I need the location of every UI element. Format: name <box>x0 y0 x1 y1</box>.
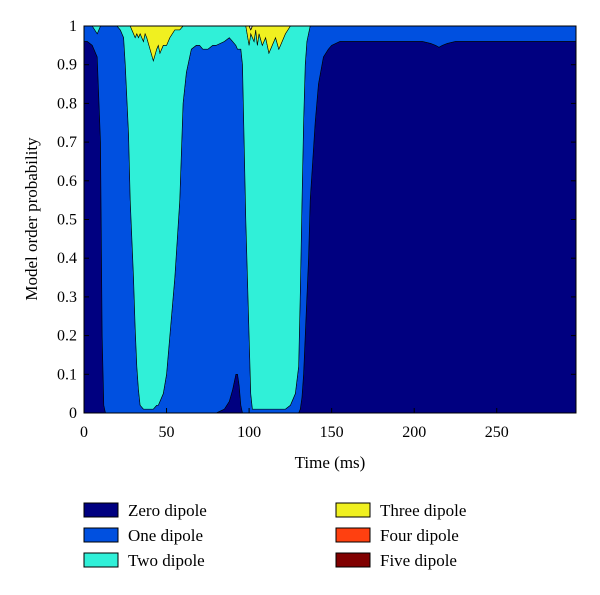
y-tick-label: 0.1 <box>57 366 77 383</box>
y-tick-label: 0.9 <box>57 57 77 74</box>
y-tick-label: 0.8 <box>57 95 77 112</box>
x-tick-label: 250 <box>485 424 509 441</box>
x-tick-label: 50 <box>159 424 175 441</box>
y-tick-label: 1 <box>69 18 77 35</box>
legend-swatch <box>335 527 371 543</box>
legend-label: Three dipole <box>380 501 466 520</box>
y-axis-ticks: 0 0.1 0.2 0.3 0.4 0.5 0.6 0.7 0.8 0.9 1 <box>57 18 576 422</box>
legend-label: Four dipole <box>380 526 459 545</box>
x-axis-ticks: 0 50 100 150 200 250 <box>80 408 509 441</box>
y-tick-label: 0.7 <box>57 134 77 151</box>
legend-item-four-dipole: Four dipole <box>335 526 459 545</box>
stacked-area-layers <box>83 25 577 414</box>
x-tick-label: 100 <box>237 424 261 441</box>
legend-item-three-dipole: Three dipole <box>335 501 466 520</box>
y-tick-label: 0.4 <box>57 250 77 267</box>
legend-label: Five dipole <box>380 551 457 570</box>
x-axis-label: Time (ms) <box>295 453 366 472</box>
y-tick-label: 0.3 <box>57 289 77 306</box>
legend-item-two-dipole: Two dipole <box>83 551 205 570</box>
legend-item-zero-dipole: Zero dipole <box>83 501 207 520</box>
legend-label: Zero dipole <box>128 501 207 520</box>
legend-item-one-dipole: One dipole <box>83 526 203 545</box>
legend-swatch <box>335 502 371 518</box>
legend-swatch <box>83 552 119 568</box>
legend: Zero dipole One dipole Two dipole Three dip… <box>83 501 466 570</box>
x-tick-label: 0 <box>80 424 88 441</box>
y-tick-label: 0.5 <box>57 212 77 229</box>
legend-label: Two dipole <box>128 551 205 570</box>
y-tick-label: 0 <box>69 405 77 422</box>
y-tick-label: 0.2 <box>57 328 77 345</box>
legend-label: One dipole <box>128 526 203 545</box>
x-tick-label: 150 <box>320 424 344 441</box>
legend-swatch <box>83 502 119 518</box>
legend-swatch <box>335 552 371 568</box>
x-tick-label: 200 <box>402 424 426 441</box>
legend-item-five-dipole: Five dipole <box>335 551 457 570</box>
y-tick-label: 0.6 <box>57 173 77 190</box>
y-axis-label: Model order probability <box>22 137 41 301</box>
legend-swatch <box>83 527 119 543</box>
